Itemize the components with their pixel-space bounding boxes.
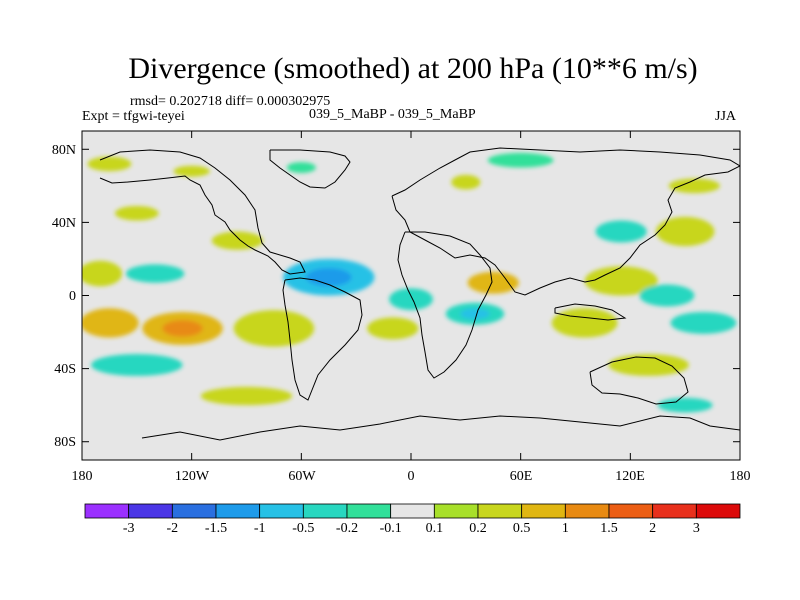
divergence-cell-9 — [655, 216, 715, 247]
coast-greenland — [269, 149, 351, 189]
divergence-cell-24 — [91, 353, 183, 376]
colorbar-swatch-5 — [302, 503, 348, 519]
colorbar-label-3: -1 — [254, 521, 266, 536]
colorbar-label-9: 0.5 — [513, 521, 531, 536]
coast-south-america — [282, 277, 363, 401]
lon-label-180w: 180 — [72, 469, 93, 484]
colorbar-labels: -3 -2 -1.5 -1 -0.5 -0.2 -0.1 0.1 0.2 0.5 1 1.5 2 3 — [123, 521, 700, 536]
stats-text: rmsd= 0.202718 diff= 0.000302975 — [130, 94, 331, 109]
coast-indonesia — [554, 303, 627, 321]
colorbar-label-1: -2 — [166, 521, 178, 536]
divergence-cell-4 — [451, 174, 481, 190]
divergence-cell-8 — [595, 220, 647, 243]
lat-label-80n: 80N — [52, 143, 76, 158]
coast-antarctica — [141, 415, 740, 441]
lat-label-40s: 40S — [54, 362, 76, 377]
colorbar-swatch-7 — [390, 503, 435, 519]
colorbar-label-0: -3 — [123, 521, 135, 536]
colorbar-label-12: 2 — [649, 521, 656, 536]
divergence-cell-15 — [584, 266, 658, 296]
divergence-core-14 — [480, 277, 507, 289]
coast-europe-asia — [391, 147, 740, 296]
divergence-cell-20 — [367, 317, 419, 340]
colorbar-label-10: 1 — [562, 521, 569, 536]
divergence-cell-16 — [639, 284, 695, 307]
lat-label-0: 0 — [69, 289, 76, 304]
season-label: JJA — [715, 109, 737, 124]
divergence-core-18 — [162, 320, 203, 337]
lat-label-40n: 40N — [52, 216, 76, 231]
colorbar-swatch-2 — [171, 503, 217, 519]
colorbar-label-13: 3 — [693, 521, 700, 536]
colorbar-swatch-0 — [84, 503, 130, 519]
colorbar-label-7: 0.1 — [426, 521, 444, 536]
lon-label-60e: 60E — [510, 469, 533, 484]
colorbar-swatch-14 — [695, 503, 741, 519]
divergence-cell-6 — [114, 205, 159, 221]
colorbar-label-8: 0.2 — [469, 521, 487, 536]
lat-label-80s: 80S — [54, 435, 76, 450]
colorbar-swatch-13 — [652, 503, 697, 519]
colorbar-swatch-11 — [564, 503, 610, 519]
lon-label-120e: 120E — [615, 469, 645, 484]
divergence-cell-11 — [125, 264, 185, 283]
colorbar-swatch-6 — [346, 503, 392, 519]
divergence-cell-19 — [233, 310, 315, 347]
divergence-field — [82, 152, 737, 413]
divergence-core-17 — [94, 315, 125, 331]
divergence-cell-25 — [200, 386, 293, 406]
coast-africa — [397, 231, 493, 379]
lon-label-120w: 120W — [175, 469, 210, 484]
experiment-label: Expt = tfgwi-teyei — [82, 109, 185, 124]
divergence-cell-26 — [608, 353, 689, 376]
colorbar-swatch-8 — [433, 503, 479, 519]
divergence-cell-10 — [82, 260, 123, 287]
colorbar-label-6: -0.1 — [380, 521, 402, 536]
plot-title: Divergence (smoothed) at 200 hPa (10**6 … — [128, 52, 698, 85]
colorbar-label-11: 1.5 — [600, 521, 618, 536]
divergence-cell-27 — [657, 397, 713, 413]
divergence-cell-22 — [551, 308, 618, 338]
colorbar-label-5: -0.2 — [336, 521, 358, 536]
colorbar-swatch-1 — [128, 503, 173, 519]
colorbar-label-4: -0.5 — [292, 521, 314, 536]
divergence-core-21 — [460, 308, 490, 320]
colorbar-swatch-4 — [259, 503, 304, 519]
divergence-cell-13 — [389, 288, 433, 311]
divergence-cell-23 — [670, 311, 737, 334]
lon-label-60w: 60W — [288, 469, 316, 484]
colorbar-label-2: -1.5 — [205, 521, 227, 536]
colorbar-swatch-10 — [521, 503, 566, 519]
coastlines — [99, 147, 740, 441]
colorbar-swatch-12 — [608, 503, 654, 519]
case-label: 039_5_MaBP - 039_5_MaBP — [309, 107, 476, 122]
lon-label-180e: 180 — [730, 469, 751, 484]
divergence-cell-3 — [487, 152, 554, 168]
colorbar-swatch-9 — [477, 503, 523, 519]
divergence-core-12 — [305, 268, 352, 287]
divergence-cell-2 — [286, 162, 316, 174]
axis-ticks — [81, 131, 741, 460]
coast-australia — [589, 356, 689, 405]
lon-label-0: 0 — [408, 469, 415, 484]
divergence-cell-0 — [87, 156, 132, 172]
divergence-cell-5 — [668, 178, 720, 194]
divergence-cell-7 — [211, 231, 263, 250]
colorbar — [84, 503, 741, 519]
colorbar-swatch-3 — [215, 503, 261, 519]
divergence-cell-1 — [173, 165, 210, 177]
coast-north-america — [99, 149, 306, 275]
